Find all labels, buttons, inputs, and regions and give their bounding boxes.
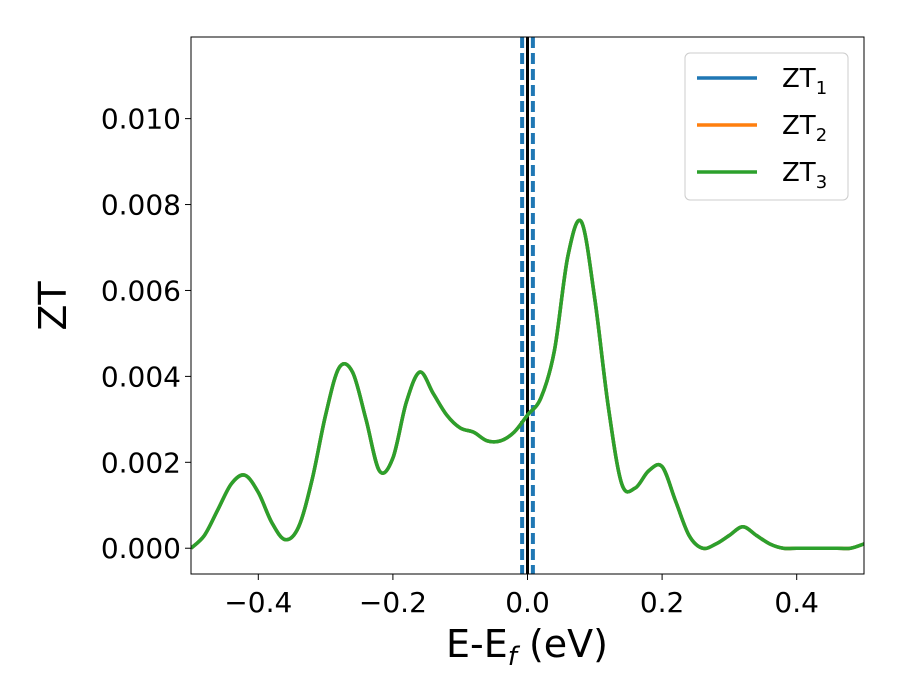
x-axis: −0.4 −0.2 0.0 0.2 0.4: [224, 574, 819, 619]
x-tick-label: 0.2: [640, 586, 685, 619]
y-axis-title: ZT: [31, 281, 75, 331]
x-tick-label: −0.2: [359, 586, 427, 619]
legend-label-zt2: ZT2: [782, 111, 827, 146]
x-axis-title: E-Ef (eV): [446, 622, 608, 672]
vertical-marker-lines: [520, 37, 535, 574]
legend-label-zt3: ZT3: [782, 158, 827, 193]
y-tick-label: 0.006: [101, 274, 181, 307]
series-line-zt3: [191, 218, 864, 551]
legend-box: [684, 52, 849, 201]
y-tick-label: 0.004: [101, 360, 181, 393]
y-tick-label: 0.010: [101, 103, 181, 136]
series-layer: [191, 218, 864, 551]
x-axis-title-main: E-E: [446, 622, 508, 666]
y-axis: 0.000 0.002 0.004 0.006 0.008 0.010: [101, 103, 191, 565]
y-tick-label: 0.008: [101, 189, 181, 222]
x-tick-label: 0.4: [774, 586, 819, 619]
legend-label-zt1: ZT1: [782, 64, 827, 99]
x-axis-title-unit: (eV): [517, 622, 608, 666]
y-tick-label: 0.002: [101, 446, 181, 479]
y-tick-label: 0.000: [101, 532, 181, 565]
x-tick-label: −0.4: [224, 586, 292, 619]
legend: ZT1 ZT2 ZT3: [684, 52, 849, 201]
x-tick-label: 0.0: [505, 586, 550, 619]
